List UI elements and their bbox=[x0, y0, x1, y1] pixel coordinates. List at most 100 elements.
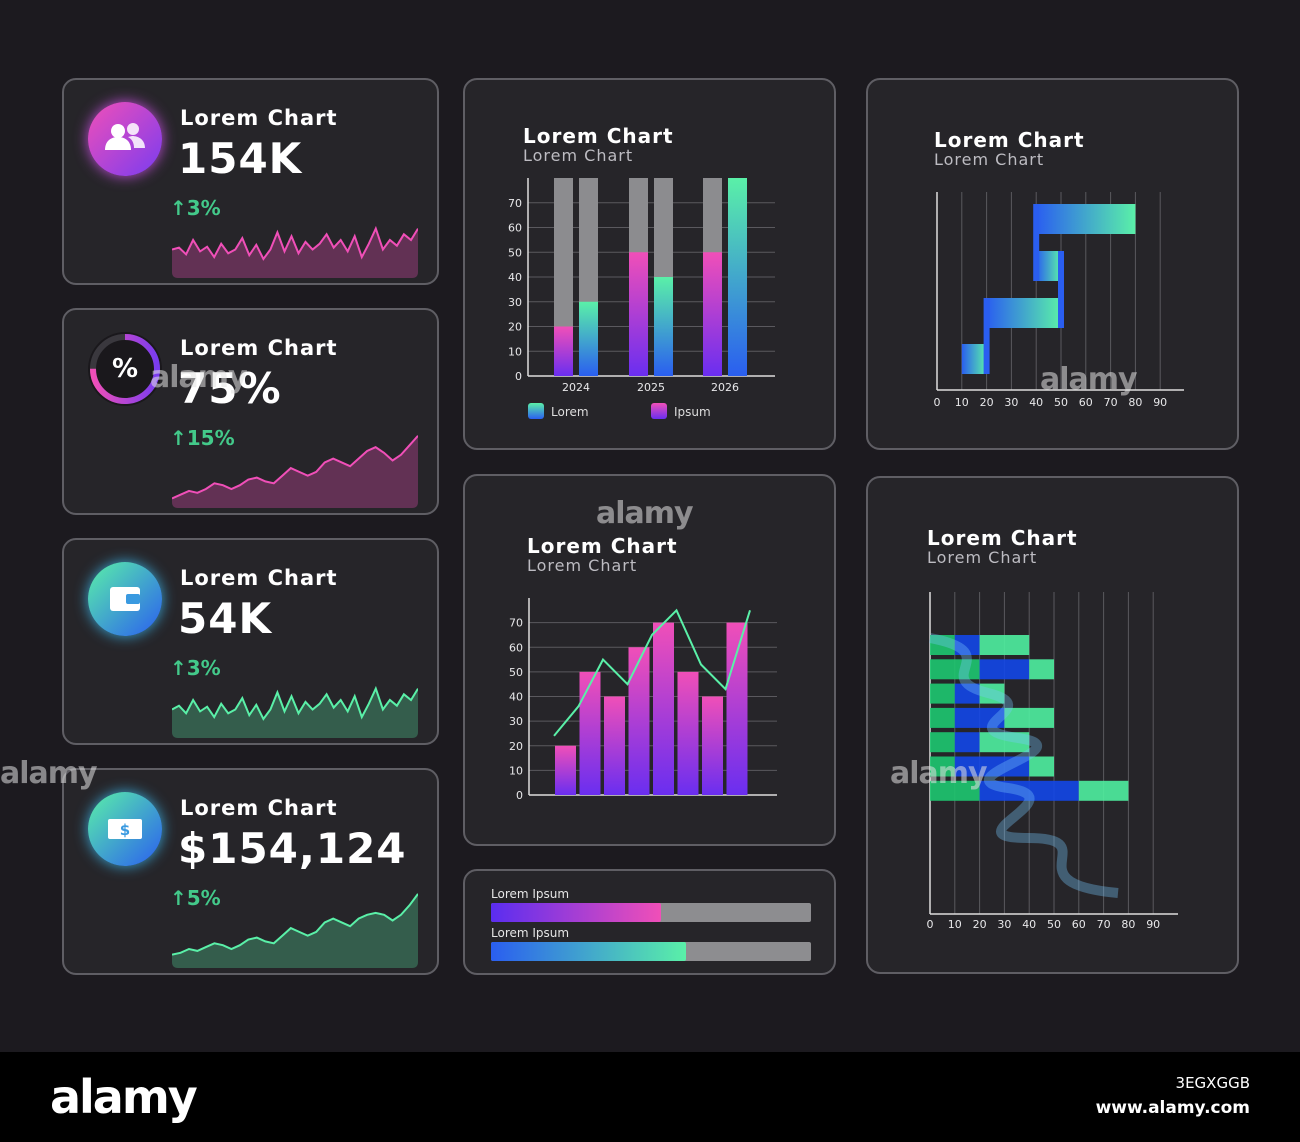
x-tick-label: 90 bbox=[1146, 918, 1160, 931]
x-tick-label: 60 bbox=[1072, 918, 1086, 931]
stat-title: Lorem Chart bbox=[180, 106, 338, 130]
stack-segment bbox=[1078, 780, 1129, 801]
watermark: alamy bbox=[596, 496, 694, 531]
watermark: alamy bbox=[150, 360, 248, 395]
bar bbox=[677, 671, 699, 795]
stack-segment bbox=[930, 659, 980, 680]
gantt-chart-card: Lorem Chart Lorem Chart 0 10 20 30 40 50 60 70 8… bbox=[866, 78, 1239, 450]
trend-line bbox=[553, 608, 751, 737]
x-tick-label: 50 bbox=[1054, 396, 1068, 409]
stack-segment bbox=[954, 732, 980, 753]
chart-subtitle: Lorem Chart bbox=[527, 556, 638, 575]
stat-value: 54K bbox=[178, 594, 272, 643]
sparkline-line bbox=[172, 893, 418, 956]
stack-segment bbox=[979, 635, 1030, 655]
stack-segment bbox=[979, 780, 1079, 801]
chart-subtitle: Lorem Chart bbox=[523, 146, 634, 165]
x-tick-label: 30 bbox=[1004, 396, 1018, 409]
chart-title: Lorem Chart bbox=[523, 124, 674, 148]
stack-segment bbox=[930, 756, 955, 777]
x-tick-label: 70 bbox=[1097, 918, 1111, 931]
watermark: alamy bbox=[890, 756, 988, 791]
y-tick-label: 30 bbox=[508, 296, 522, 309]
x-tick-label: 10 bbox=[955, 396, 969, 409]
image-id: 3EGXGGB bbox=[1175, 1074, 1250, 1092]
stat-title: Lorem Chart bbox=[180, 336, 338, 360]
chart-title: Lorem Chart bbox=[927, 526, 1078, 550]
chart-title: Lorem Chart bbox=[934, 128, 1085, 152]
gantt-bar bbox=[961, 344, 987, 374]
x-tick-label: 40 bbox=[1029, 396, 1043, 409]
y-tick-label: 70 bbox=[509, 617, 523, 630]
grouped-bar-chart: 0 10 20 30 40 50 60 70 2024 2025 2026 bbox=[508, 178, 775, 419]
stat-change: ↑5% bbox=[170, 886, 221, 910]
bar bbox=[653, 622, 674, 795]
y-tick-label: 0 bbox=[516, 789, 523, 802]
sparkline bbox=[172, 685, 418, 738]
progress-fill bbox=[491, 903, 661, 922]
x-tick-label: 60 bbox=[1079, 396, 1093, 409]
stat-change: ↑15% bbox=[170, 426, 235, 450]
percent-icon: % bbox=[88, 332, 162, 406]
wallet-icon bbox=[88, 562, 162, 636]
bar bbox=[628, 647, 650, 795]
x-tick-label: 0 bbox=[927, 918, 934, 931]
progress-track bbox=[491, 903, 811, 922]
gantt-bar bbox=[986, 298, 1061, 328]
stack-segment bbox=[930, 683, 955, 704]
chart-subtitle: Lorem Chart bbox=[927, 548, 1038, 567]
stack-segment bbox=[979, 683, 1005, 704]
y-tick-label: 50 bbox=[508, 246, 522, 259]
stack-segment bbox=[930, 732, 955, 753]
progress-label: Lorem Ipsum bbox=[491, 926, 570, 940]
gantt-chart: 0 10 20 30 40 50 60 70 80 90 bbox=[934, 192, 1184, 409]
stat-change: ↑3% bbox=[170, 196, 221, 220]
horizontal-stacked-chart: 0 10 20 30 40 50 60 70 80 90 bbox=[927, 592, 1178, 931]
stat-value: 75% bbox=[178, 364, 282, 413]
sparkline-line bbox=[172, 685, 418, 721]
stack-segment bbox=[954, 683, 980, 704]
y-tick-label: 10 bbox=[509, 764, 523, 777]
x-tick-label: 40 bbox=[1022, 918, 1036, 931]
footer-bar: alamy 3EGXGGB www.alamy.com bbox=[0, 1052, 1300, 1142]
legend-swatch-ipsum bbox=[651, 403, 667, 419]
bar-lorem bbox=[579, 301, 598, 376]
stack-segment bbox=[1029, 756, 1054, 777]
sparkline-area bbox=[172, 435, 418, 508]
stack-segment bbox=[954, 707, 1005, 728]
progress-card: Lorem Ipsum Lorem Ipsum bbox=[463, 869, 836, 975]
bar-lorem bbox=[654, 277, 673, 376]
legend-swatch-lorem bbox=[528, 403, 544, 419]
x-tick-label: 80 bbox=[1121, 918, 1135, 931]
bar-chart-card: Lorem Chart Lorem Chart 0 10 20 30 40 50 60 70 2… bbox=[463, 78, 836, 450]
x-tick-label: 90 bbox=[1153, 396, 1167, 409]
legend-label-ipsum: Ipsum bbox=[674, 405, 711, 419]
stack-chart-card: Lorem Chart Lorem Chart 0 10 20 30 40 50 60 70 8… bbox=[866, 476, 1239, 974]
y-tick-label: 20 bbox=[508, 321, 522, 334]
progress-ring-fill bbox=[90, 334, 160, 404]
progress-track bbox=[491, 942, 811, 961]
wave-overlay bbox=[929, 633, 1119, 898]
stack-segment bbox=[979, 732, 1030, 753]
stat-card-percent: % Lorem Chart 75% ↑15% bbox=[62, 308, 439, 515]
x-tick-label: 2024 bbox=[562, 381, 590, 394]
stat-change: ↑3% bbox=[170, 656, 221, 680]
bar-ipsum bbox=[703, 252, 722, 376]
sparkline-line bbox=[172, 225, 418, 261]
combo-chart-card: Lorem Chart Lorem Chart 0 10 20 30 40 50 60 70 bbox=[463, 474, 836, 846]
x-tick-label: 70 bbox=[1104, 396, 1118, 409]
money-icon: $ bbox=[88, 792, 162, 866]
users-icon bbox=[88, 102, 162, 176]
y-tick-label: 30 bbox=[509, 715, 523, 728]
sparkline-area bbox=[172, 228, 418, 278]
y-tick-label: 10 bbox=[508, 345, 522, 358]
bar bbox=[702, 696, 723, 795]
footer-logo: alamy bbox=[50, 1070, 198, 1124]
bar bbox=[555, 745, 576, 795]
y-tick-label: 40 bbox=[509, 691, 523, 704]
gantt-bar bbox=[1036, 251, 1061, 281]
y-tick-label: 40 bbox=[508, 271, 522, 284]
bar-ipsum bbox=[554, 326, 573, 376]
y-tick-label: 70 bbox=[508, 197, 522, 210]
progress-fill bbox=[491, 942, 687, 961]
